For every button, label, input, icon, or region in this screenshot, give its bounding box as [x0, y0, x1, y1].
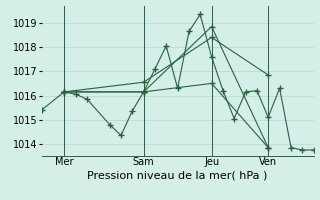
- X-axis label: Pression niveau de la mer( hPa ): Pression niveau de la mer( hPa ): [87, 170, 268, 180]
